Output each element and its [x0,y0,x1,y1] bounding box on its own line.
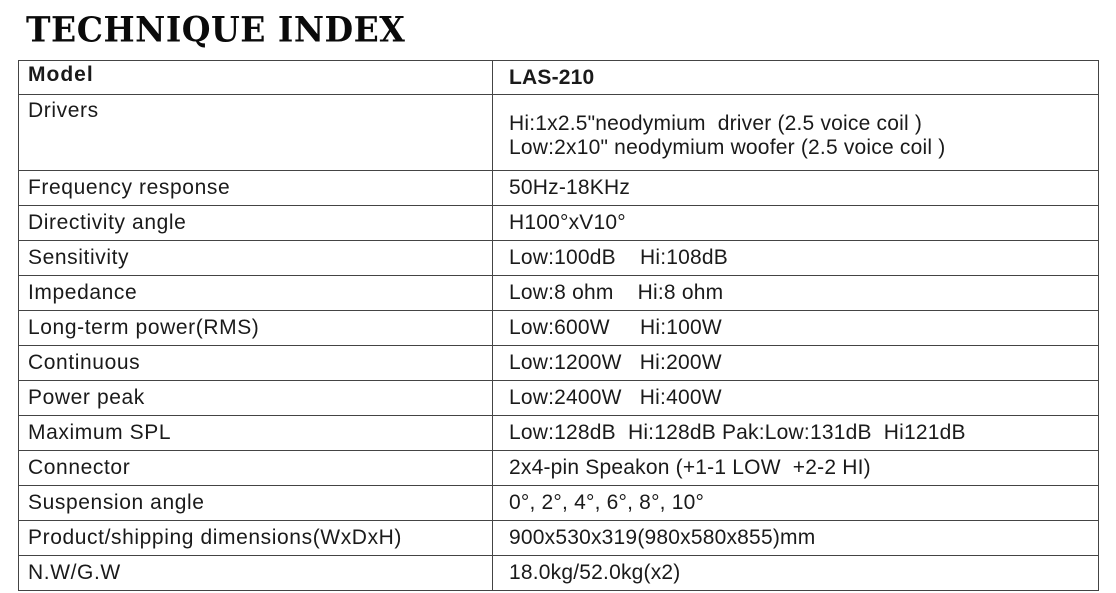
table-row: Product/shipping dimensions(WxDxH) 900x53… [18,520,1099,556]
spec-value: Low:1200W Hi:200W [492,345,1099,381]
spec-label: Sensitivity [18,240,493,276]
page-title: TECHNIQUE INDEX [26,9,406,50]
spec-label: Frequency response [18,170,493,206]
spec-label: Product/shipping dimensions(WxDxH) [18,520,493,556]
table-row: Maximum SPL Low:128dB Hi:128dB Pak:Low:13… [18,415,1099,451]
spec-value: 50Hz-18KHz [492,170,1099,206]
spec-value: 2x4-pin Speakon (+1-1 LOW +2-2 HI) [492,450,1099,486]
spec-label: Suspension angle [18,485,493,521]
table-row: Directivity angle H100°xV10° [18,205,1099,241]
table-row: Continuous Low:1200W Hi:200W [18,345,1099,381]
spec-label: Drivers [18,94,493,171]
table-row: N.W/G.W 18.0kg/52.0kg(x2) [18,555,1099,591]
spec-label: Maximum SPL [18,415,493,451]
table-row: Connector 2x4-pin Speakon (+1-1 LOW +2-2 … [18,450,1099,486]
spec-value: 0°, 2°, 4°, 6°, 8°, 10° [492,485,1099,521]
spec-label: Directivity angle [18,205,493,241]
model-value: LAS-210 [492,60,1099,95]
spec-value: 18.0kg/52.0kg(x2) [492,555,1099,591]
table-row: Drivers Hi:1x2.5"neodymium driver (2.5 vo… [18,94,1099,171]
spec-value: Low:2400W Hi:400W [492,380,1099,416]
spec-value: Low:100dB Hi:108dB [492,240,1099,276]
spec-table: Model LAS-210 Drivers Hi:1x2.5"neodymium … [18,60,1099,591]
spec-label: Power peak [18,380,493,416]
spec-value: Low:8 ohm Hi:8 ohm [492,275,1099,311]
spec-label: Connector [18,450,493,486]
spec-label: Continuous [18,345,493,381]
spec-value: 900x530x319(980x580x855)mm [492,520,1099,556]
spec-value: Low:128dB Hi:128dB Pak:Low:131dB Hi121dB [492,415,1099,451]
table-row: Sensitivity Low:100dB Hi:108dB [18,240,1099,276]
table-row: Suspension angle 0°, 2°, 4°, 6°, 8°, 10° [18,485,1099,521]
table-header-row: Model LAS-210 [18,60,1099,95]
spec-label: Long-term power(RMS) [18,310,493,346]
table-row: Long-term power(RMS) Low:600W Hi:100W [18,310,1099,346]
header-label: Model [18,60,493,95]
spec-label: N.W/G.W [18,555,493,591]
spec-label: Impedance [18,275,493,311]
spec-value: Hi:1x2.5"neodymium driver (2.5 voice coi… [492,94,1099,171]
table-row: Impedance Low:8 ohm Hi:8 ohm [18,275,1099,311]
spec-value: H100°xV10° [492,205,1099,241]
spec-value: Low:600W Hi:100W [492,310,1099,346]
table-row: Frequency response 50Hz-18KHz [18,170,1099,206]
table-row: Power peak Low:2400W Hi:400W [18,380,1099,416]
